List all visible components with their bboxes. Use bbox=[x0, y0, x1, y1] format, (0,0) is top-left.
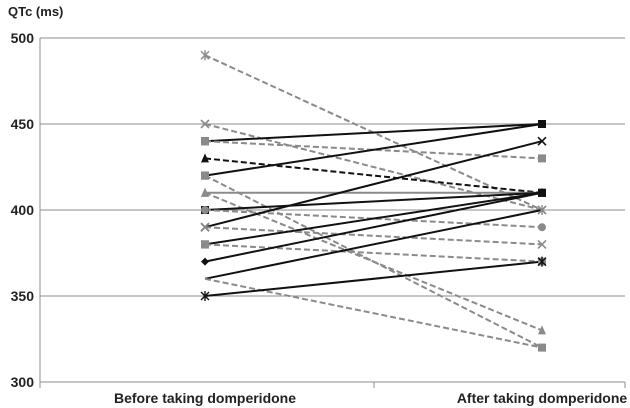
y-tick-label-400: 400 bbox=[11, 202, 35, 218]
axis-layer bbox=[39, 38, 626, 388]
y-tick-label-350: 350 bbox=[11, 288, 35, 304]
series-line-14 bbox=[204, 243, 543, 263]
series-point-after-15 bbox=[538, 188, 546, 197]
series-point-before-0 bbox=[200, 50, 210, 61]
y-tick-label-500: 500 bbox=[11, 30, 35, 46]
series-point-after-3 bbox=[538, 154, 546, 163]
series-line-4 bbox=[204, 157, 543, 194]
series-point-after-1-b bbox=[537, 205, 547, 215]
series-line-15 bbox=[204, 191, 543, 263]
series-point-after-6 bbox=[538, 343, 546, 352]
x-category-label-0: Before taking domperidone bbox=[114, 390, 296, 406]
series-point-after-5 bbox=[538, 120, 546, 128]
series-layer bbox=[204, 54, 543, 349]
series-point-before-14 bbox=[201, 240, 209, 249]
series-line-13 bbox=[204, 191, 543, 246]
series-line-8 bbox=[204, 191, 543, 332]
series-point-before-15 bbox=[201, 257, 209, 266]
series-point-after-11 bbox=[537, 136, 547, 146]
series-point-before-12 bbox=[200, 222, 210, 232]
series-point-before-3 bbox=[201, 137, 209, 146]
series-point-after-12 bbox=[537, 239, 547, 249]
series-point-after-10 bbox=[538, 223, 546, 232]
series-line-9 bbox=[204, 191, 543, 211]
series-line-11 bbox=[204, 140, 543, 229]
series-point-before-10 bbox=[201, 206, 209, 214]
y-tick-label-450: 450 bbox=[11, 116, 35, 132]
series-line-5 bbox=[204, 123, 543, 177]
series-line-17 bbox=[204, 277, 543, 349]
series-line-2 bbox=[204, 123, 543, 143]
grid-layer bbox=[40, 37, 625, 297]
series-point-after-1 bbox=[537, 205, 547, 215]
series-point-before-18 bbox=[200, 291, 210, 301]
y-axis-label: QTc (ms) bbox=[8, 4, 64, 19]
series-point-before-6 bbox=[201, 171, 209, 180]
series-point-after-18 bbox=[537, 256, 547, 267]
series-point-after-8 bbox=[538, 325, 546, 335]
series-point-before-1-b bbox=[200, 119, 210, 129]
x-category-label-1: After taking domperidone bbox=[457, 390, 628, 406]
series-point-before-4 bbox=[201, 153, 209, 163]
series-line-18 bbox=[204, 260, 543, 297]
series-point-before-1 bbox=[200, 119, 210, 129]
series-line-12 bbox=[204, 226, 543, 246]
series-line-16 bbox=[204, 209, 543, 280]
series-point-before-12-b bbox=[200, 222, 210, 232]
series-point-after-11-b bbox=[537, 136, 547, 146]
y-tick-label-300: 300 bbox=[11, 374, 35, 390]
marker-layer bbox=[200, 50, 547, 352]
label-layer: 300 350 400 450 500 Before taking domperidone… bbox=[11, 30, 628, 406]
series-point-before-8 bbox=[201, 187, 209, 197]
series-point-after-12-b bbox=[537, 239, 547, 249]
